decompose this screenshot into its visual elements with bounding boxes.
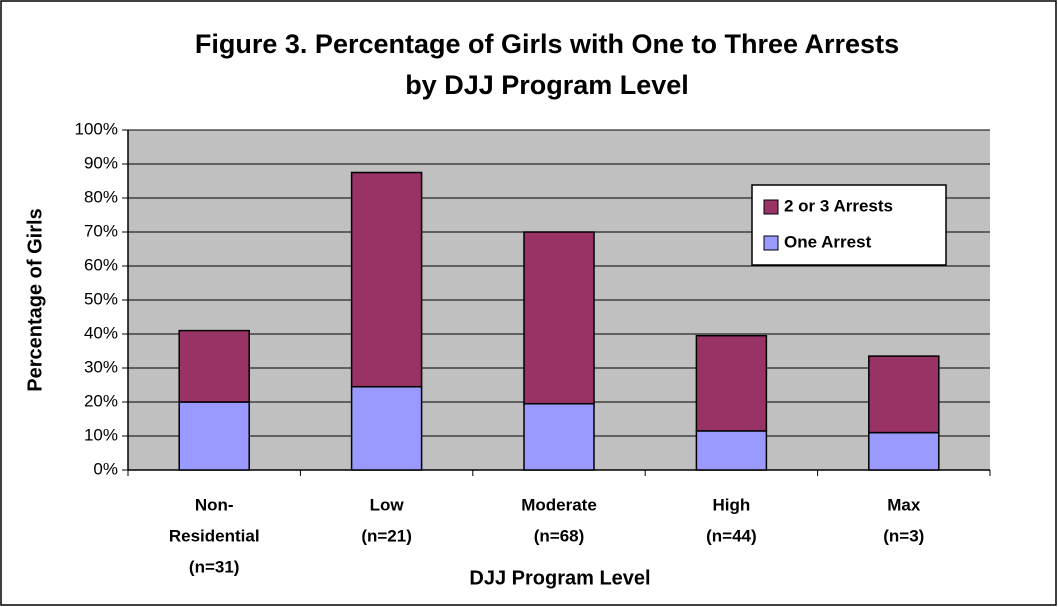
bar-segment bbox=[523, 402, 595, 471]
y-tick-label: 70% bbox=[84, 221, 118, 240]
y-tick-label: 60% bbox=[84, 255, 118, 274]
bar-segment bbox=[695, 334, 768, 432]
x-tick-label: (n=68) bbox=[534, 526, 585, 545]
y-axis-label: Percentage of Girls bbox=[24, 208, 46, 391]
x-tick-label: Low bbox=[370, 495, 405, 514]
legend-label: One Arrest bbox=[784, 232, 872, 251]
y-tick-label: 10% bbox=[84, 425, 118, 444]
x-axis-label: DJJ Program Level bbox=[469, 567, 650, 589]
y-tick-label: 30% bbox=[84, 357, 118, 376]
y-tick-label: 50% bbox=[84, 289, 118, 308]
x-tick-label: Moderate bbox=[521, 495, 597, 514]
y-tick-label: 0% bbox=[93, 459, 118, 478]
bar-segment bbox=[178, 401, 250, 471]
y-tick-label: 90% bbox=[84, 153, 118, 172]
y-tick-label: 80% bbox=[84, 187, 118, 206]
bar-segment bbox=[350, 385, 423, 471]
bar-segment bbox=[695, 430, 768, 471]
x-tick-label: Non- bbox=[195, 495, 234, 514]
bar-segment bbox=[178, 329, 250, 403]
legend-label: 2 or 3 Arrests bbox=[784, 196, 893, 215]
x-tick-label: (n=21) bbox=[361, 526, 412, 545]
x-tick-label: Max bbox=[887, 495, 921, 514]
x-tick-label: High bbox=[713, 495, 751, 514]
y-tick-label: 40% bbox=[84, 323, 118, 342]
legend-box bbox=[751, 184, 947, 266]
y-tick-label: 20% bbox=[84, 391, 118, 410]
legend-swatch bbox=[763, 199, 779, 215]
bar-segment bbox=[523, 231, 595, 405]
y-tick-label: 100% bbox=[75, 119, 118, 138]
chart-title: by DJJ Program Level bbox=[405, 70, 689, 100]
bar-segment bbox=[868, 431, 940, 471]
chart-title: Figure 3. Percentage of Girls with One t… bbox=[195, 29, 899, 59]
x-tick-label: Residential bbox=[169, 526, 260, 545]
x-tick-label: (n=31) bbox=[189, 557, 240, 576]
bar-segment bbox=[868, 355, 940, 434]
x-tick-label: (n=44) bbox=[706, 526, 757, 545]
bar-segment bbox=[350, 171, 423, 388]
legend-swatch bbox=[763, 235, 779, 251]
x-tick-label: (n=3) bbox=[883, 526, 924, 545]
